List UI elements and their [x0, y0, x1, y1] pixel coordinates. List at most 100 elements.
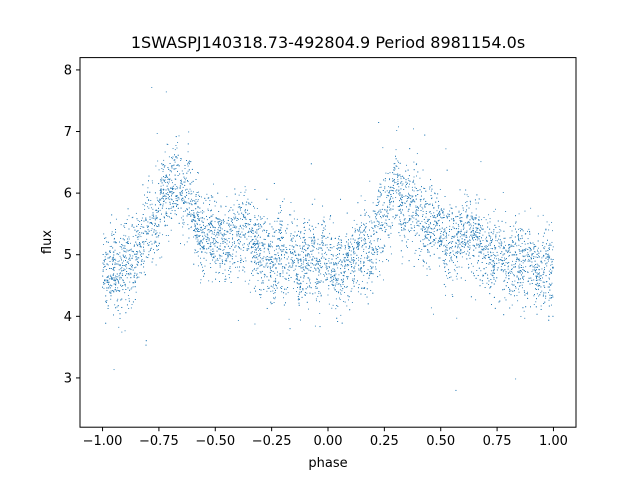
data-point — [210, 195, 212, 196]
data-point — [167, 178, 169, 180]
data-point — [307, 244, 309, 246]
data-point — [250, 236, 252, 238]
data-point — [397, 181, 399, 182]
data-point — [115, 259, 117, 261]
data-point — [139, 221, 141, 223]
data-point — [357, 248, 359, 250]
data-point — [292, 266, 294, 268]
data-point — [490, 273, 492, 275]
data-point — [485, 267, 487, 269]
data-point — [419, 222, 421, 224]
data-point — [548, 260, 549, 262]
data-point — [305, 258, 307, 260]
data-point — [367, 236, 369, 237]
data-point — [478, 216, 480, 218]
data-point — [188, 198, 190, 200]
data-point — [173, 168, 175, 170]
data-point — [382, 147, 384, 149]
data-point — [281, 258, 282, 260]
data-point — [415, 164, 417, 166]
data-point — [464, 251, 465, 253]
data-point — [290, 239, 292, 241]
data-point — [375, 266, 376, 268]
data-point — [523, 275, 525, 277]
data-point — [202, 248, 204, 250]
data-point — [198, 194, 200, 196]
data-point — [146, 242, 148, 244]
data-point — [522, 249, 524, 251]
data-point — [444, 266, 446, 268]
data-point — [283, 297, 285, 299]
data-point — [213, 183, 214, 185]
data-point — [505, 250, 507, 252]
data-point — [277, 282, 279, 284]
data-point — [251, 261, 253, 263]
data-point — [445, 232, 447, 234]
data-point — [368, 256, 370, 258]
data-point — [535, 301, 537, 303]
data-point — [487, 222, 489, 224]
data-point — [381, 193, 382, 195]
data-point — [445, 249, 447, 251]
data-point — [270, 240, 272, 242]
data-point — [384, 191, 386, 193]
data-point — [208, 243, 210, 245]
data-point — [155, 165, 157, 167]
data-point — [351, 243, 353, 245]
data-point — [445, 259, 446, 260]
data-point — [431, 197, 433, 199]
data-point — [372, 210, 374, 212]
data-point — [124, 245, 126, 247]
data-point — [139, 232, 141, 233]
data-point — [430, 235, 432, 237]
data-point — [263, 256, 265, 258]
data-point — [512, 254, 514, 256]
data-point — [400, 198, 401, 200]
data-point — [344, 267, 346, 269]
data-point — [551, 266, 553, 268]
data-point — [389, 187, 391, 189]
data-point — [228, 211, 230, 213]
data-point — [131, 267, 133, 269]
data-point — [282, 201, 284, 203]
data-point — [516, 245, 518, 247]
data-point — [468, 243, 469, 245]
data-point — [307, 247, 309, 249]
data-point — [254, 240, 256, 242]
data-point — [512, 242, 514, 243]
data-point — [443, 229, 445, 231]
data-point — [386, 190, 388, 192]
data-point — [453, 219, 454, 221]
data-point — [308, 308, 309, 310]
data-point — [352, 227, 353, 229]
data-point — [441, 217, 443, 219]
data-point — [244, 280, 246, 282]
data-point — [148, 242, 150, 243]
data-point — [438, 200, 439, 202]
data-point — [457, 231, 459, 233]
data-point — [140, 226, 142, 227]
data-point — [519, 272, 521, 274]
data-point — [534, 288, 536, 290]
data-point — [258, 250, 260, 252]
data-point — [240, 248, 242, 250]
data-point — [311, 250, 313, 252]
data-point — [498, 238, 499, 240]
data-point — [346, 265, 348, 267]
data-point — [346, 255, 348, 257]
data-point — [357, 202, 359, 204]
data-point — [310, 266, 312, 268]
data-point — [498, 231, 500, 233]
data-point — [482, 228, 484, 230]
data-point — [382, 204, 384, 206]
data-point — [244, 257, 246, 259]
data-point — [255, 270, 257, 271]
data-point — [183, 199, 185, 201]
data-point — [488, 262, 490, 264]
data-point — [373, 249, 375, 251]
data-point — [213, 256, 214, 258]
data-point — [178, 135, 180, 137]
data-point — [527, 238, 529, 240]
data-point — [241, 231, 243, 233]
data-point — [183, 176, 185, 178]
